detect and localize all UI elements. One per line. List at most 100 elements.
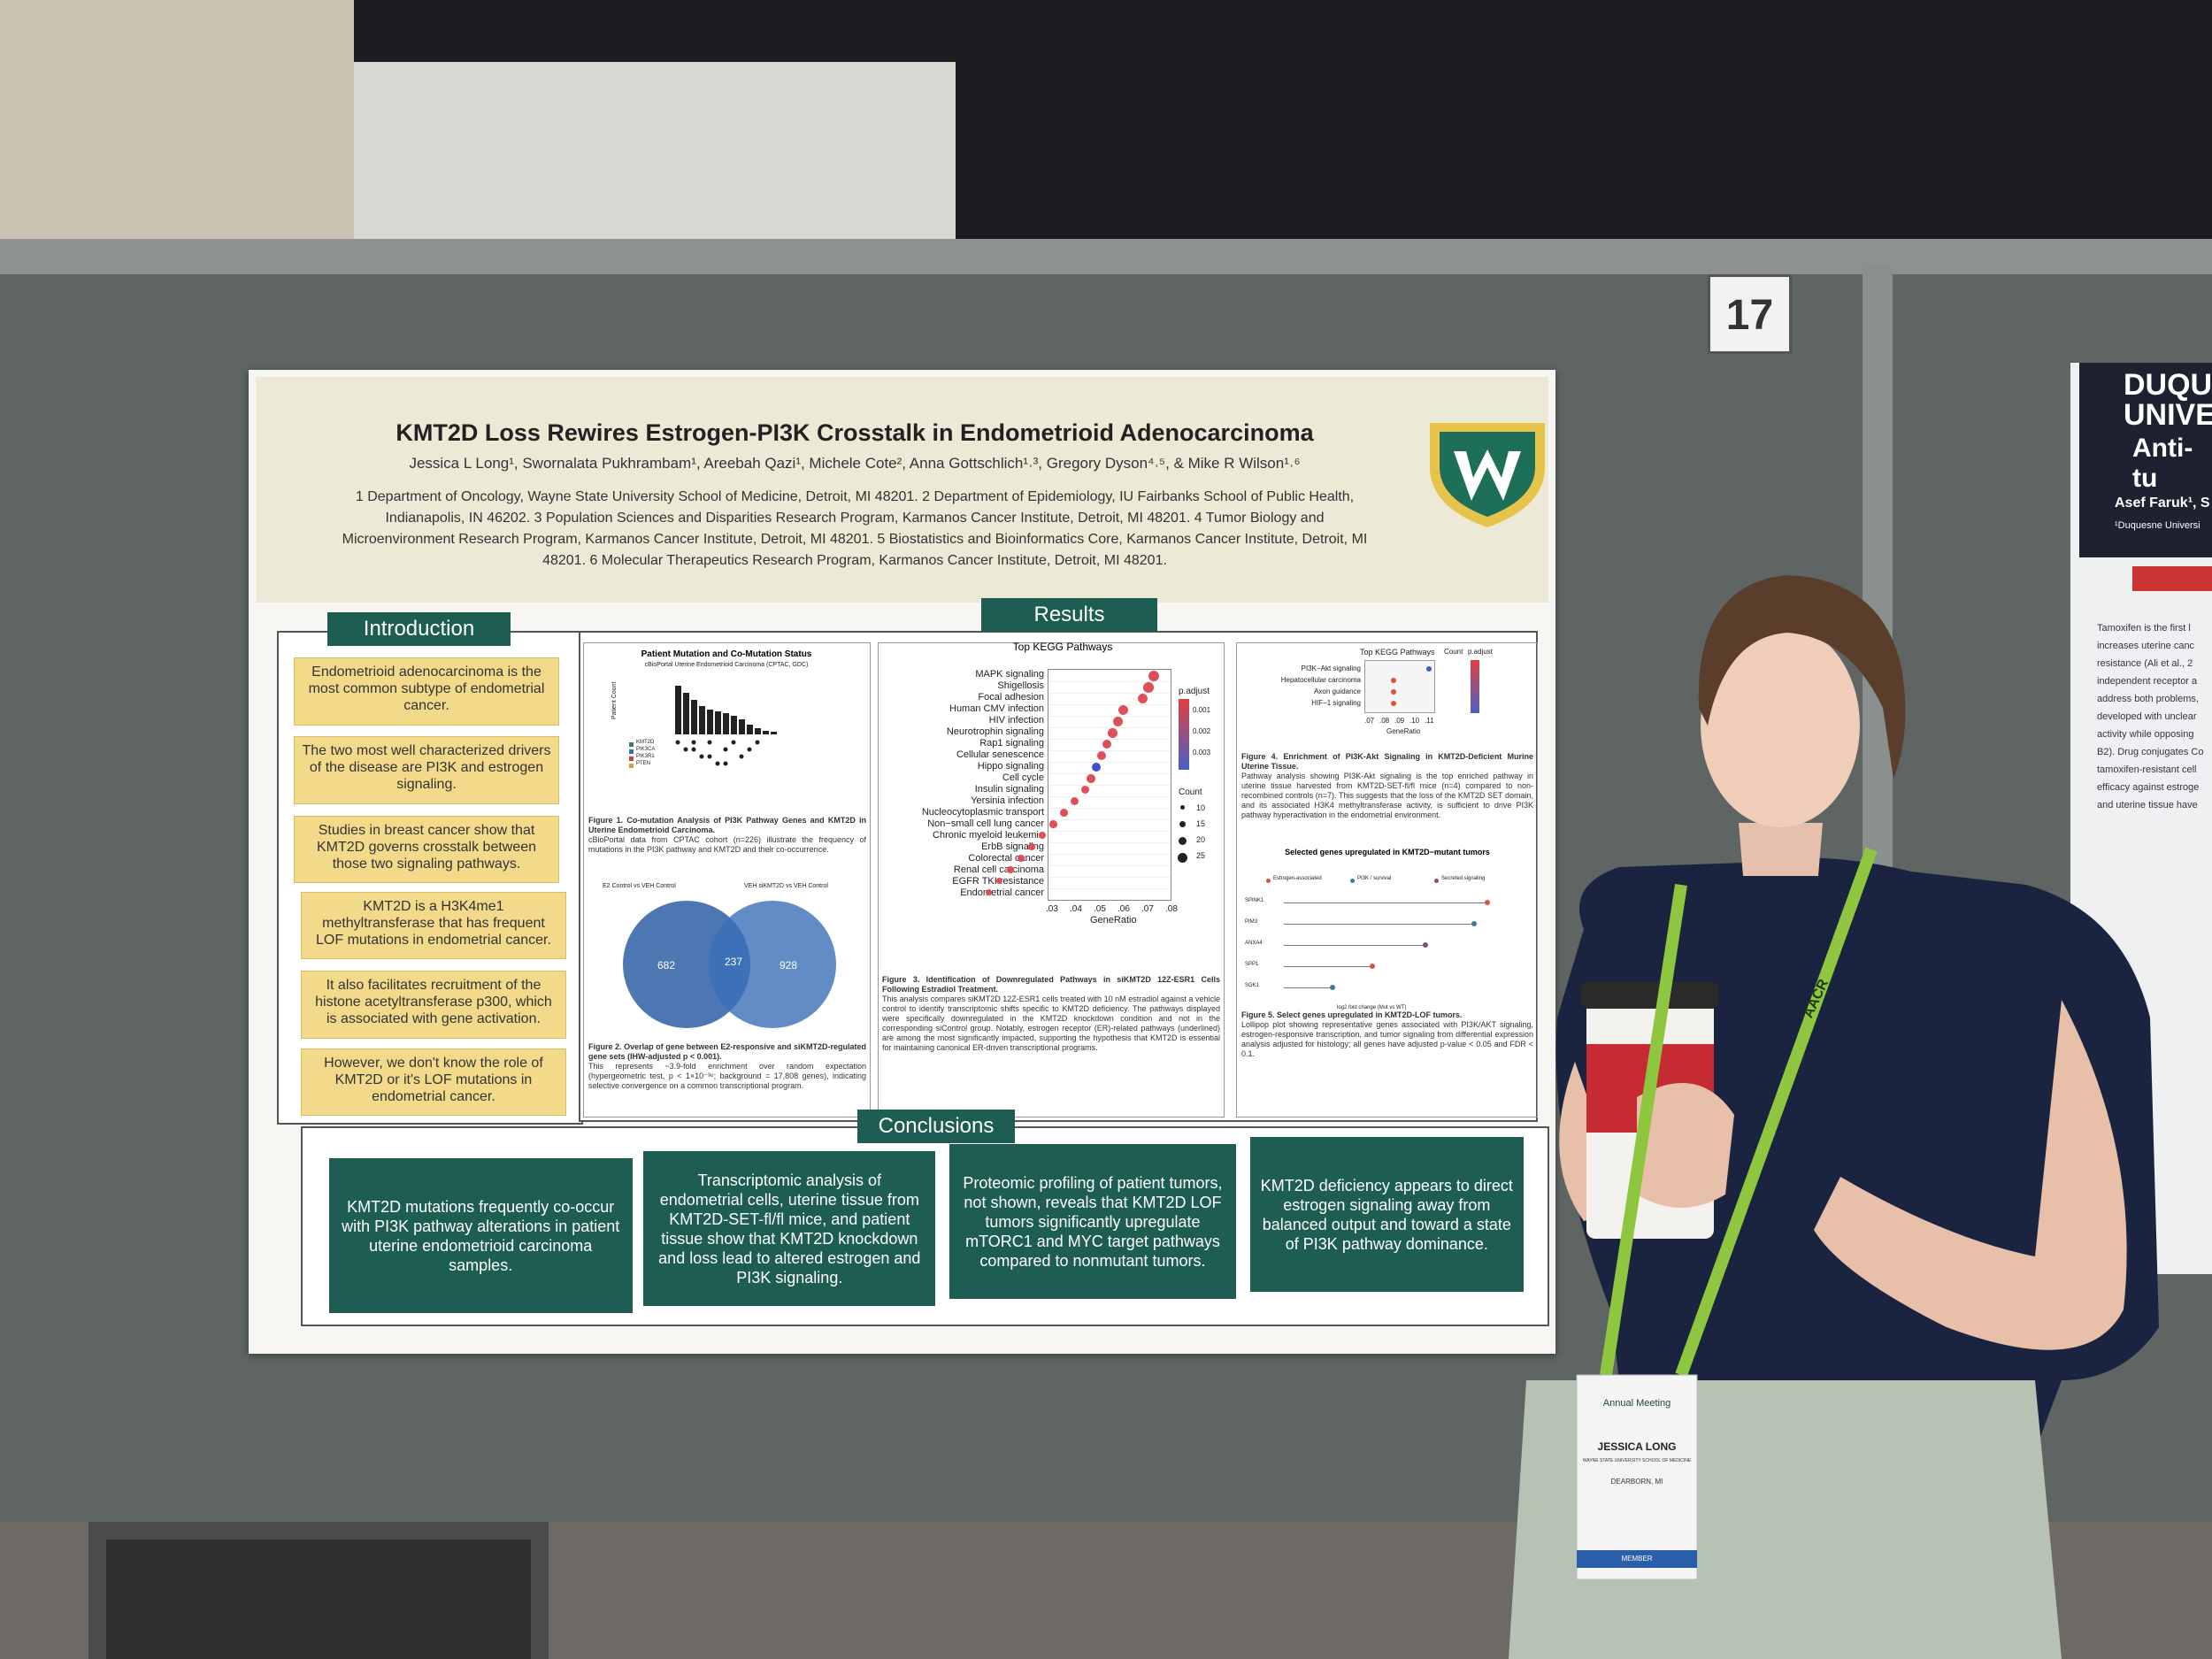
lollipop-head xyxy=(1423,942,1428,948)
neighbor-author: Asef Faruk¹, S xyxy=(2115,495,2210,511)
authors: Jessica L Long¹, Swornalata Pukhrambam¹,… xyxy=(409,455,1301,472)
pathway-label: Focal adhesion xyxy=(978,692,1044,703)
legend-label: Secreted signaling xyxy=(1441,876,1486,881)
dot xyxy=(1143,682,1154,693)
pathway-label: Hepatocellular carcinoma xyxy=(1280,676,1361,684)
legend-tick: 0.003 xyxy=(1193,749,1211,757)
legend-tick: 15 xyxy=(1196,819,1206,828)
legend-tick: 0.002 xyxy=(1193,727,1211,735)
legend-label: Estrogen-associated xyxy=(1273,876,1322,881)
pathway-label: HIF−1 signaling xyxy=(1311,699,1361,707)
dot xyxy=(1097,751,1107,761)
intro-item: It also facilitates recruitment of the h… xyxy=(300,971,566,1039)
x-tick-label: .11 xyxy=(1425,717,1434,725)
legend-swatch xyxy=(629,757,634,761)
lollipop xyxy=(1284,987,1333,988)
intro-item: Endometrioid adenocarcinoma is the most … xyxy=(294,657,559,726)
pathway-label: Human CMV infection xyxy=(949,703,1044,714)
gene-label: PIK3R1 xyxy=(636,754,655,759)
badge-type: MEMBER xyxy=(1577,1550,1697,1568)
legend-tick: 10 xyxy=(1196,803,1206,812)
neighbor-title: Anti-tu xyxy=(2132,434,2193,493)
intro-item: KMT2D is a H3K4me1 methyltransferase tha… xyxy=(300,891,566,960)
legend-dot xyxy=(1350,879,1355,883)
dot xyxy=(1102,740,1112,749)
pathway-label: MAPK signaling xyxy=(975,669,1044,680)
legend-title: p.adjust xyxy=(1179,687,1210,696)
dot xyxy=(1391,678,1396,683)
legend-dot xyxy=(1178,853,1187,863)
gene-label: PTEN xyxy=(636,761,651,766)
legend-label: PI3K / survival xyxy=(1357,876,1392,881)
intro-item: The two most well characterized drivers … xyxy=(294,736,559,804)
fig4-plot: Top KEGG Pathways PI3K−Akt signaling Hepat… xyxy=(1236,635,1538,759)
x-tick-label: .09 xyxy=(1394,717,1405,725)
pathway-label: Non−small cell lung cancer xyxy=(927,818,1044,829)
affiliations: 1 Department of Oncology, Wayne State Un… xyxy=(342,489,1368,568)
pathway-label: Insulin signaling xyxy=(974,784,1044,795)
pathway-label: Rap1 signaling xyxy=(979,738,1044,749)
legend-tick: 20 xyxy=(1196,835,1206,844)
legend-dot xyxy=(1179,837,1187,845)
x-tick-label: .07 xyxy=(1141,904,1154,914)
board-number: 17 xyxy=(1708,274,1792,354)
dot xyxy=(1108,728,1118,738)
dot xyxy=(1426,666,1432,672)
venn-label-b: VEH siKMT2D vs VEH Control xyxy=(744,883,828,889)
x-tick-label: .07 xyxy=(1364,717,1375,725)
dot xyxy=(1092,763,1101,772)
gene-label: SPINK1 xyxy=(1245,898,1264,903)
poster-title: KMT2D Loss Rewires Estrogen-PI3K Crossta… xyxy=(396,419,1314,446)
pathway-label: PI3K−Akt signaling xyxy=(1301,664,1361,672)
gene-label: SPP1 xyxy=(1245,962,1259,967)
intro-heading: Introduction xyxy=(327,612,511,646)
fig1-caption: Figure 1. Co-mutation Analysis of PI3K P… xyxy=(588,816,866,854)
fig5-title: Selected genes upregulated in KMT2D−muta… xyxy=(1285,848,1490,856)
lollipop xyxy=(1284,945,1425,946)
neighbor-affil: ¹Duquesne Universi xyxy=(2115,520,2200,531)
badge-city: DEARBORN, MI xyxy=(1610,1478,1663,1486)
dot xyxy=(986,889,992,895)
venn-label-a: E2 Control vs VEH Control xyxy=(603,883,676,889)
pathway-label: Nucleocytoplasmic transport xyxy=(921,807,1044,818)
dot xyxy=(1071,797,1079,806)
dot xyxy=(1148,671,1159,681)
legend-title: Count xyxy=(1444,648,1463,656)
dot xyxy=(1018,855,1025,862)
badge-institution: WAYNE STATE UNIVERSITY SCHOOL OF MEDICIN… xyxy=(1582,1458,1692,1463)
x-tick-label: .06 xyxy=(1118,904,1130,914)
pathway-label: Cell cycle xyxy=(1002,772,1044,783)
gene-label: PIK3CA xyxy=(636,747,656,752)
badge-name: JESSICA LONG xyxy=(1597,1440,1677,1453)
legend-dot xyxy=(1179,821,1186,827)
wall xyxy=(354,62,956,257)
conclusion-item: KMT2D deficiency appears to direct estro… xyxy=(1249,1137,1524,1292)
x-axis-label: GeneRatio xyxy=(1386,727,1421,735)
pathway-label: Shigellosis xyxy=(997,680,1044,691)
gene-label: SGK1 xyxy=(1245,983,1260,988)
dot xyxy=(996,878,1003,885)
fig3-caption: Figure 3. Identification of Downregulate… xyxy=(882,975,1220,1052)
dot xyxy=(1391,689,1396,695)
legend-dot xyxy=(1434,879,1439,883)
dot xyxy=(1391,701,1396,706)
dot xyxy=(1118,705,1129,716)
pathway-label: Chronic myeloid leukemia xyxy=(933,830,1044,841)
legend-swatch xyxy=(629,764,634,768)
venn-count: 682 xyxy=(657,959,676,972)
venn xyxy=(623,901,836,1028)
legend-tick: 0.001 xyxy=(1193,706,1211,714)
fig-panel xyxy=(878,642,1225,1118)
intro-item: However, we don't know the role of KMT2D… xyxy=(300,1048,566,1117)
pathway-label: Neurotrophin signaling xyxy=(946,726,1044,737)
dot xyxy=(1113,717,1123,726)
poster: KMT2D Loss Rewires Estrogen-PI3K Crossta… xyxy=(249,370,1555,1354)
legend-dot xyxy=(1180,805,1185,810)
venn-count: 237 xyxy=(725,956,743,968)
logo xyxy=(1430,423,1545,527)
gene-label: ANXA4 xyxy=(1245,941,1263,946)
header xyxy=(256,377,1548,603)
pathway-label: Renal cell carcinoma xyxy=(953,864,1044,875)
legend-title: Count xyxy=(1179,787,1202,797)
